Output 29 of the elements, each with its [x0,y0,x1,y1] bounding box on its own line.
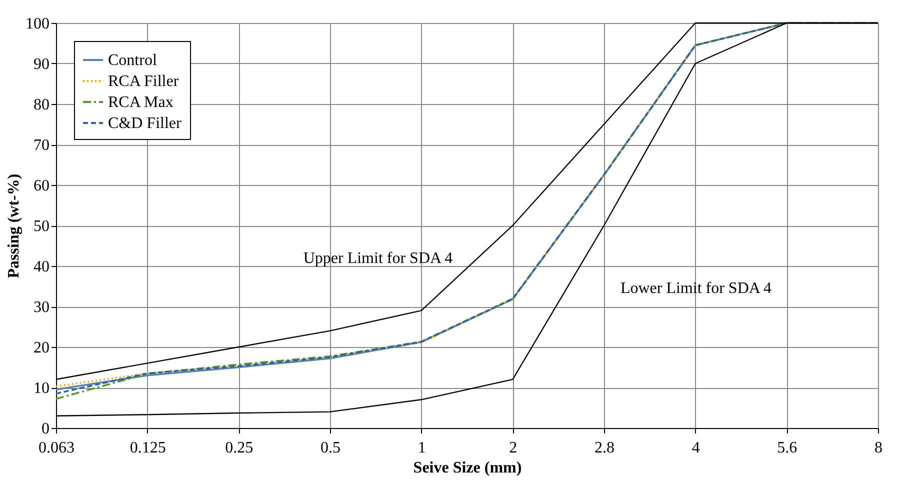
x-tick-label: 0.063 [38,440,74,456]
y-tick-label: 80 [34,96,50,114]
x-tick-label: 1 [418,440,426,456]
x-tick-label: 0.125 [130,440,166,456]
y-tick-label: 20 [34,340,50,356]
x-axis-title: Seive Size (mm) [413,460,522,476]
legend-label: RCA Filler [108,73,180,90]
x-tick-label: 0.25 [225,440,254,456]
y-tick-label: 30 [34,299,50,316]
x-tick-label: 4 [692,440,700,456]
x-tick-label: 8 [874,440,882,456]
legend-label: RCA Max [108,94,174,111]
x-tick-label: 5.6 [777,440,798,456]
y-tick-label: 10 [34,380,50,397]
annotation: Lower Limit for SDA 4 [620,280,772,297]
legend-label: Control [108,52,158,69]
y-tick-label: 100 [26,16,50,32]
x-tick-label: 2.8 [594,440,614,456]
legend-label: C&D Filler [108,115,182,132]
y-tick-label: 50 [34,218,50,235]
x-tick-label: 0.5 [320,440,340,456]
x-tick-label: 2 [509,440,518,456]
y-tick-label: 90 [34,56,50,73]
y-tick-label: 60 [34,178,50,194]
y-axis-title: Passing (wt-%) [6,174,22,278]
y-tick-label: 70 [34,137,50,154]
y-tick-label: 40 [34,258,50,276]
y-tick-label: 0 [42,420,50,438]
annotation: Upper Limit for SDA 4 [303,250,453,267]
